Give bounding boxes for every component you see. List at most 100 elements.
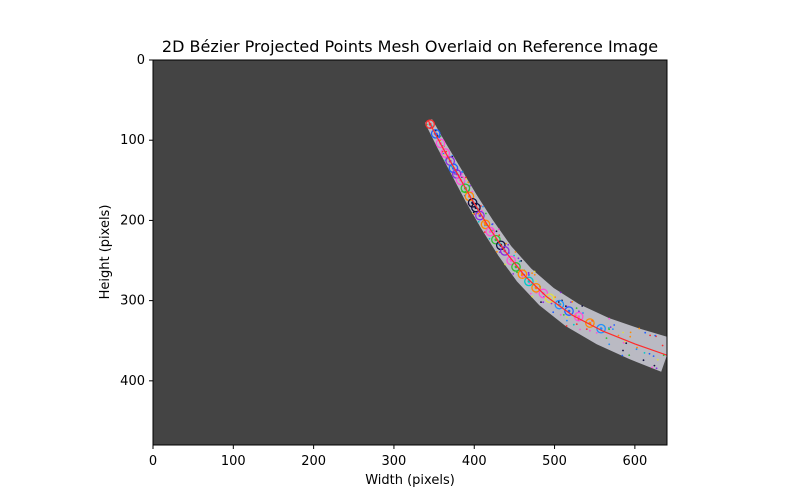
mesh-point [629, 335, 632, 338]
mesh-point [575, 323, 578, 325]
projected-point-marker [455, 175, 466, 186]
mesh-point [527, 271, 530, 274]
mesh-point [491, 228, 494, 231]
x-tick-label: 300 [382, 454, 407, 469]
mesh-point [533, 270, 536, 273]
y-tick-label: 200 [120, 213, 145, 228]
mesh-point [648, 352, 651, 355]
mesh-point [575, 307, 578, 309]
bezier-curve [427, 120, 667, 356]
mesh-point [566, 316, 568, 319]
projected-point-marker [544, 293, 555, 304]
mesh-point [635, 348, 638, 351]
chart-title: 2D Bézier Projected Points Mesh Overlaid… [162, 37, 658, 56]
mesh-point [605, 337, 608, 339]
mesh-point [643, 352, 646, 354]
mesh-point [504, 263, 506, 266]
mesh-point [612, 328, 614, 330]
projected-point-marker [475, 210, 485, 221]
mesh-point [608, 328, 610, 331]
mesh-point [442, 154, 445, 156]
mesh-point [495, 230, 498, 233]
x-axis-label: Width (pixels) [365, 473, 455, 488]
mesh-point [622, 331, 624, 334]
y-tick-label: 100 [120, 133, 145, 148]
mesh-point [661, 344, 664, 347]
mesh-point [554, 296, 556, 298]
projected-point-marker [448, 163, 459, 174]
mesh-point [498, 234, 501, 237]
mesh-point [550, 302, 553, 305]
projected-point-marker [538, 288, 549, 299]
mesh-point [488, 237, 491, 240]
mesh-point [491, 223, 493, 226]
projected-point-marker [585, 318, 595, 328]
mesh-point [651, 366, 653, 369]
x-tick-label: 400 [462, 454, 487, 469]
x-tick-label: 200 [301, 454, 326, 469]
mesh-point [613, 324, 616, 326]
projected-point-marker [524, 276, 534, 287]
mesh-point [578, 310, 580, 313]
projected-point [577, 315, 581, 319]
plot-area [424, 119, 667, 372]
projected-point-marker [531, 282, 541, 293]
projected-point-marker [506, 255, 517, 266]
mesh-point [552, 311, 555, 314]
mesh-point [608, 343, 611, 346]
mesh-point [507, 243, 510, 246]
mesh-point [582, 312, 584, 314]
mesh-point [461, 173, 463, 175]
mesh-point [636, 346, 638, 349]
projected-point-marker [471, 202, 481, 213]
mesh-point [529, 292, 532, 295]
mesh-point [654, 334, 657, 337]
mesh-point [653, 364, 656, 367]
mesh-point [528, 282, 531, 285]
mesh-point [628, 354, 631, 357]
mesh-point [642, 359, 645, 362]
mesh-point [497, 243, 500, 246]
mesh-point [465, 178, 467, 181]
mesh-point [621, 354, 624, 357]
mesh-point [521, 275, 524, 278]
y-axis: 0 100 200 300 400 [120, 53, 153, 389]
mesh-point [483, 231, 486, 234]
mesh-point [609, 326, 612, 328]
mesh-point [471, 190, 474, 193]
mesh-point [512, 273, 515, 275]
mesh-point [514, 251, 517, 253]
mesh-point [625, 342, 628, 345]
y-tick-label: 0 [137, 53, 145, 68]
mesh-point [595, 332, 598, 334]
projected-point-marker [491, 234, 501, 245]
mesh-point [531, 295, 534, 298]
mesh-point [617, 334, 620, 337]
mesh-point [557, 301, 560, 303]
mesh-point [535, 280, 537, 282]
mesh-point [520, 260, 523, 262]
x-axis: 0 100 200 300 400 500 600 [149, 445, 647, 469]
x-tick-label: 500 [542, 454, 567, 469]
mesh-point [485, 212, 487, 215]
mesh-point [652, 355, 655, 357]
plot-frame [152, 59, 668, 446]
projected-point-marker [485, 226, 496, 237]
mesh-point [516, 271, 518, 274]
projected-point-marker [430, 128, 441, 139]
mesh-point [622, 349, 624, 352]
mesh-point [559, 314, 562, 316]
mesh-point [565, 305, 567, 308]
mesh-point [531, 272, 533, 274]
mesh-point [483, 221, 486, 224]
mesh-point [542, 301, 545, 304]
projected-point-marker [440, 148, 451, 158]
mesh-point [644, 331, 647, 334]
mesh-point [622, 341, 625, 344]
mesh-point [585, 328, 588, 330]
mesh-point [559, 291, 562, 294]
projected-point-marker [517, 269, 528, 280]
mesh-point [562, 314, 565, 316]
mesh-point [629, 331, 632, 334]
projected-point-marker [435, 138, 446, 149]
